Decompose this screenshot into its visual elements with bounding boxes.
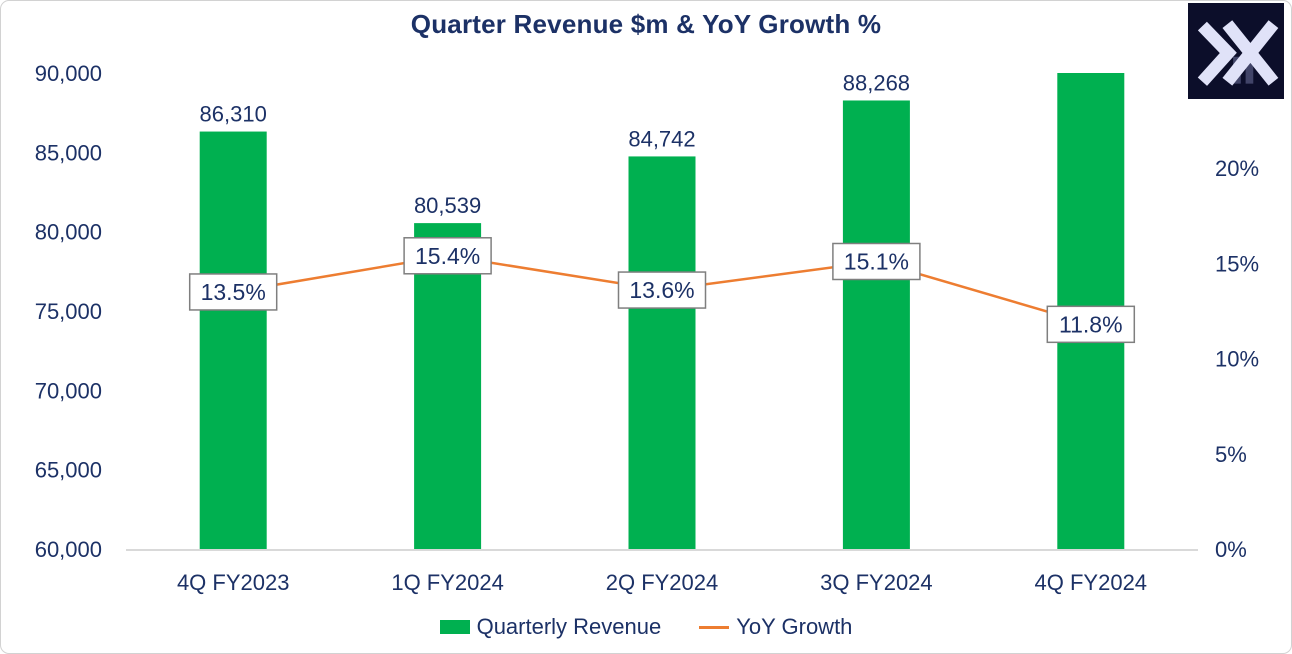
growth-label-box xyxy=(832,242,921,281)
growth-value-label: 15.1% xyxy=(844,248,909,274)
right-axis-tick: 5% xyxy=(1215,442,1247,467)
chart-legend: Quarterly Revenue YoY Growth xyxy=(1,611,1291,643)
legend-item-yoy-growth: YoY Growth xyxy=(699,614,852,640)
bar-value-label: 80,539 xyxy=(414,193,481,218)
brand-logo xyxy=(1187,3,1285,99)
bar-value-label: 88,268 xyxy=(843,70,910,95)
growth-value-label: 11.8% xyxy=(1059,311,1123,337)
legend-item-quarterly-revenue: Quarterly Revenue xyxy=(439,614,662,640)
left-axis-tick: 75,000 xyxy=(35,299,102,324)
left-axis-tick: 70,000 xyxy=(35,378,102,403)
left-axis-tick: 65,000 xyxy=(35,458,102,483)
legend-label-quarterly-revenue: Quarterly Revenue xyxy=(476,614,662,639)
left-axis-tick: 60,000 xyxy=(35,537,102,562)
left-axis-tick: 85,000 xyxy=(35,140,102,165)
left-axis-tick: 90,000 xyxy=(35,61,102,86)
right-axis-tick: 10% xyxy=(1215,347,1259,372)
right-axis-tick: 20% xyxy=(1215,156,1259,181)
growth-value-label: 13.6% xyxy=(629,277,694,303)
x-axis-label: 2Q FY2024 xyxy=(606,570,719,595)
right-axis-tick: 0% xyxy=(1215,537,1247,562)
x-axis-label: 1Q FY2024 xyxy=(391,570,504,595)
growth-label-box xyxy=(403,237,492,275)
revenue-bar xyxy=(414,223,482,549)
x-axis-label: 3Q FY2024 xyxy=(820,570,933,595)
bar-value-label: 84,742 xyxy=(628,126,695,151)
x-axis-label: 4Q FY2023 xyxy=(177,570,290,595)
revenue-bar xyxy=(842,100,910,549)
chart-title: Quarter Revenue $m & YoY Growth % xyxy=(410,9,882,39)
growth-label-box xyxy=(617,271,707,309)
line-swatch-icon xyxy=(699,625,730,629)
right-axis-tick: 15% xyxy=(1215,251,1259,276)
bar-value-label: 86,310 xyxy=(200,102,267,127)
revenue-bar xyxy=(628,156,696,549)
x-axis-label: 4Q FY2024 xyxy=(1035,570,1148,595)
growth-value-label: 15.4% xyxy=(415,243,480,269)
growth-label-box xyxy=(1046,305,1136,344)
x-chevron-logo-icon xyxy=(1188,3,1284,99)
legend-label-yoy-growth: YoY Growth xyxy=(736,614,853,639)
growth-value-label: 13.5% xyxy=(201,279,266,305)
revenue-bar xyxy=(199,131,267,549)
bar-swatch-icon xyxy=(439,620,470,634)
growth-label-box xyxy=(188,273,278,311)
left-axis-tick: 80,000 xyxy=(35,220,102,245)
